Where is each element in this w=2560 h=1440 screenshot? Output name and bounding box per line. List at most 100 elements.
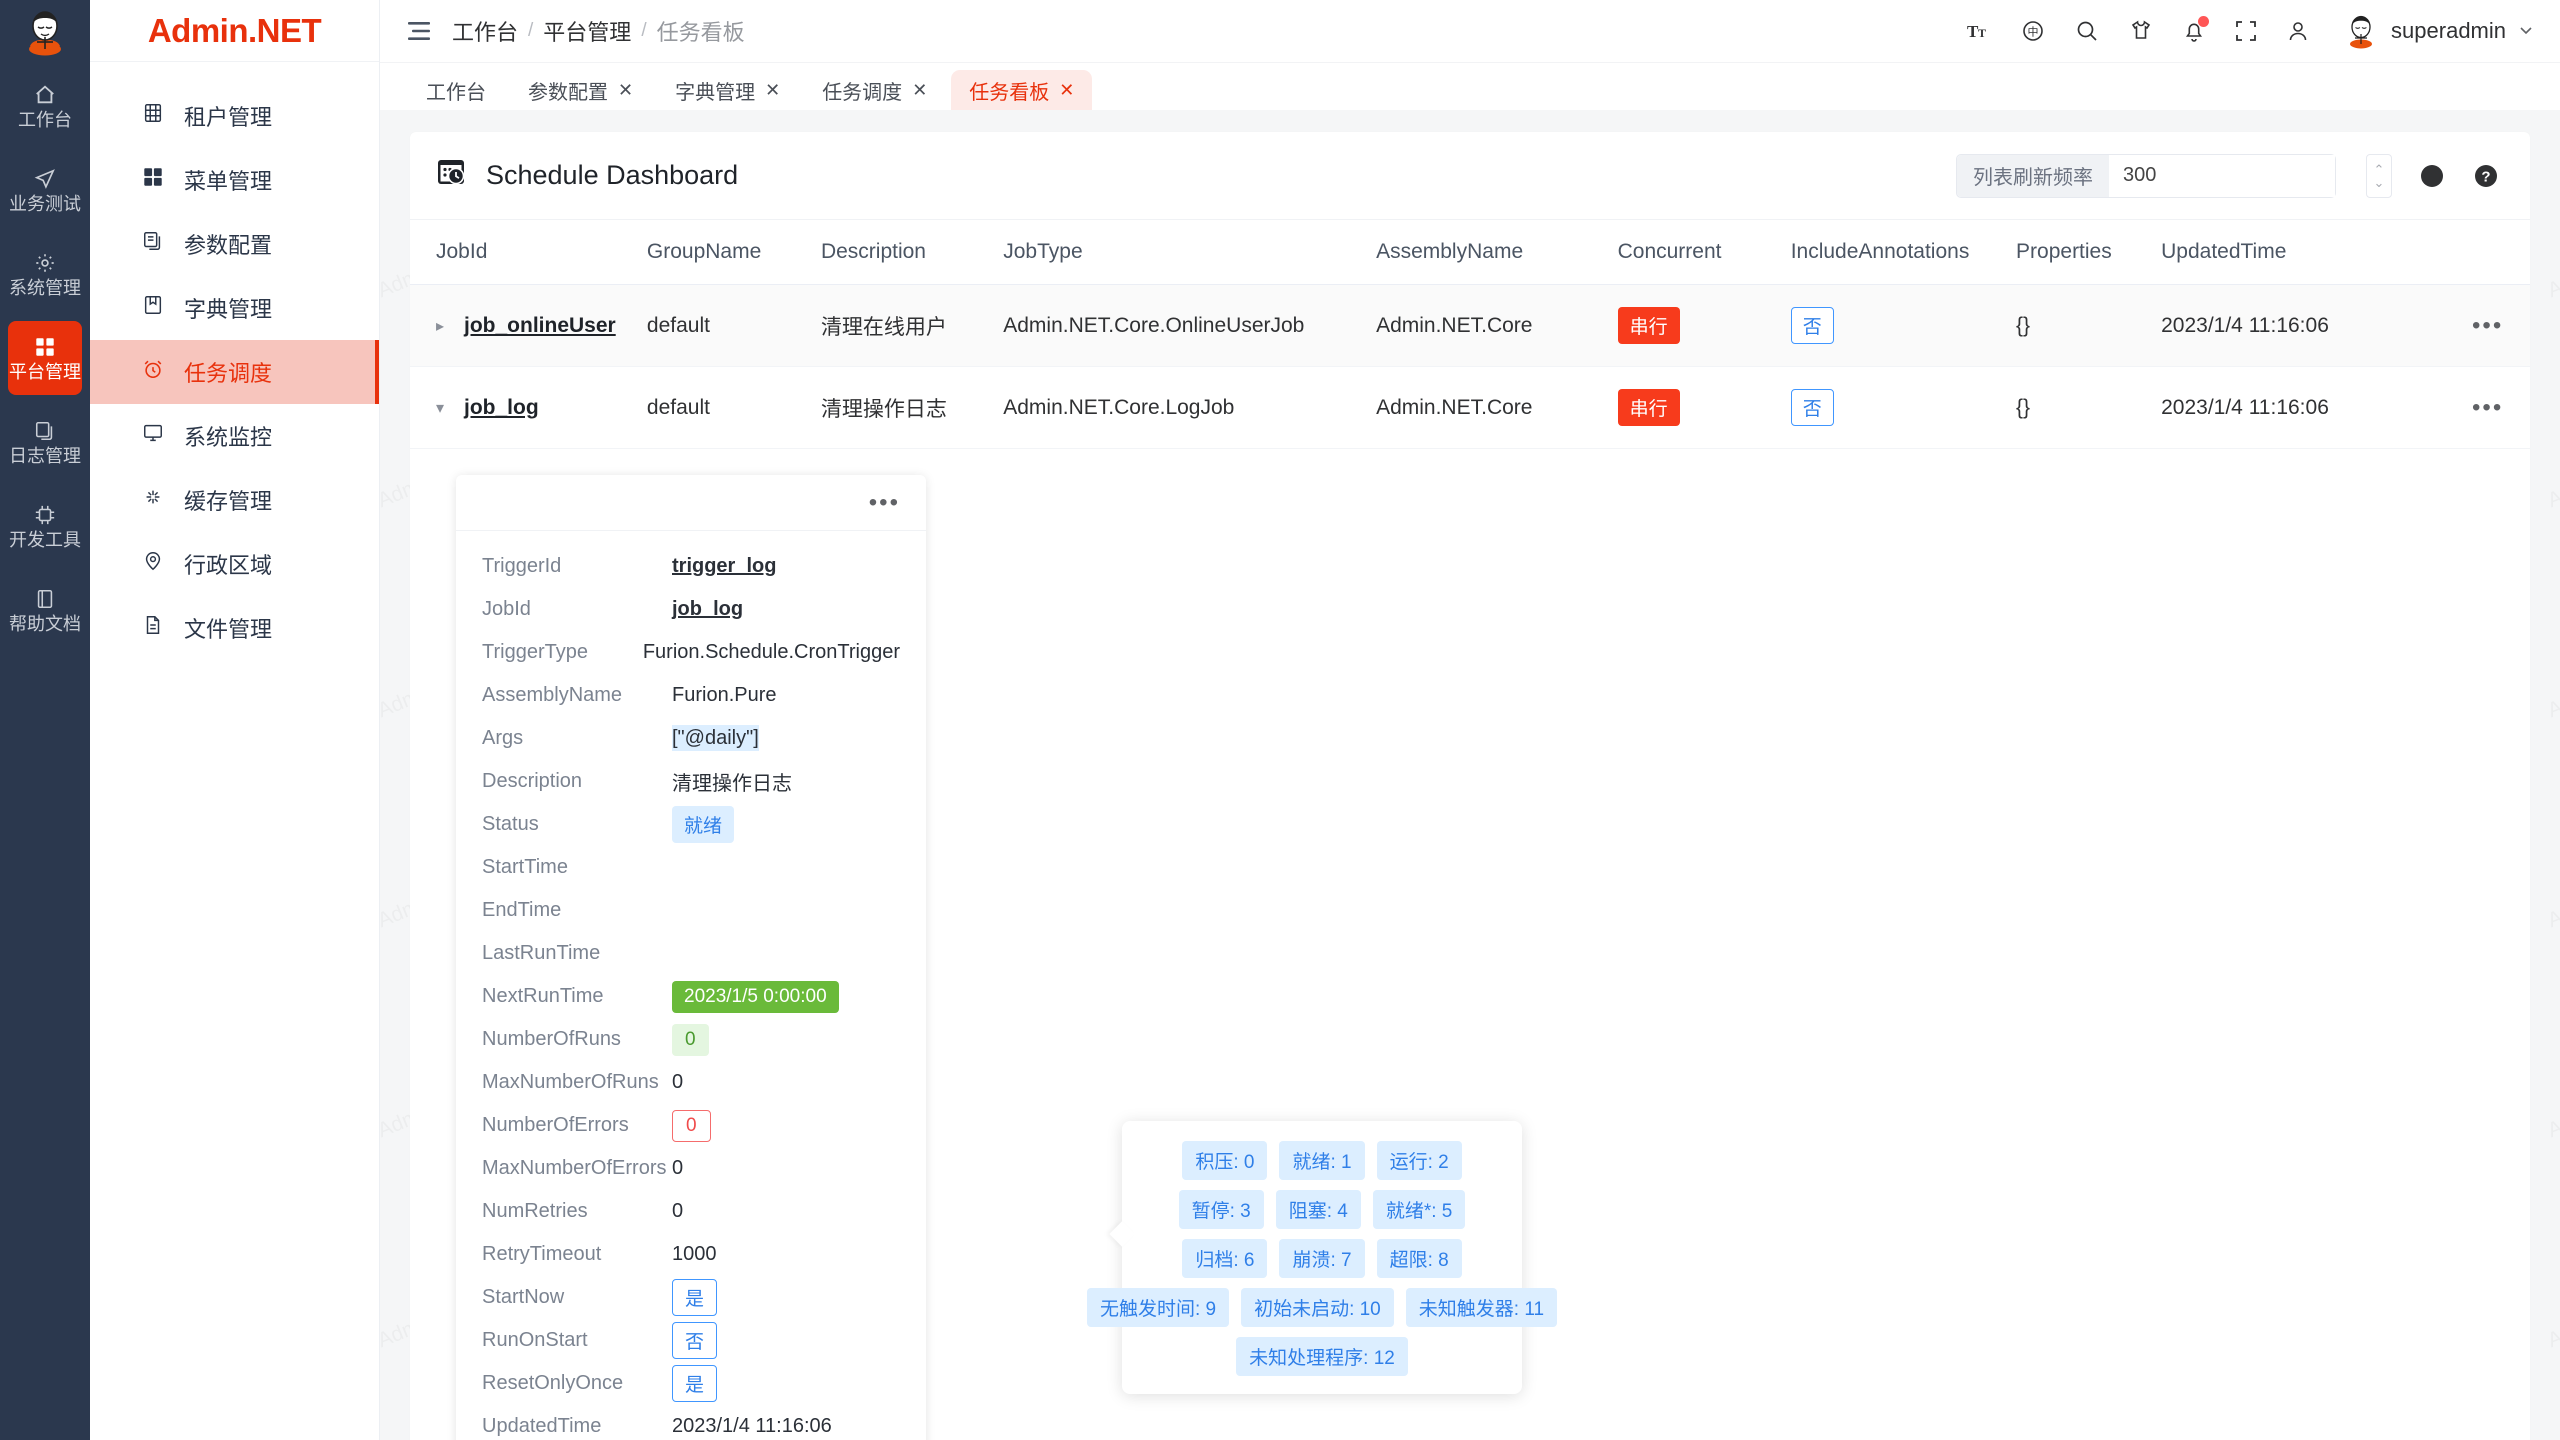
panel-header: Schedule Dashboard 列表刷新频率 300 ⌃ ⌄ <box>410 132 2530 220</box>
cell-description: 清理操作日志 <box>820 366 1004 449</box>
user-menu[interactable]: superadmin <box>2343 13 2534 49</box>
tab-workbench[interactable]: 工作台 <box>408 70 504 110</box>
language-icon[interactable]: 中 <box>2021 19 2045 43</box>
dashboard-panel: Schedule Dashboard 列表刷新频率 300 ⌃ ⌄ <box>410 132 2530 1440</box>
sidebar-item-file[interactable]: 文件管理 <box>90 596 379 660</box>
rail-item-label: 日志管理 <box>9 445 81 466</box>
theme-shirt-icon[interactable] <box>2129 19 2153 43</box>
tab-config[interactable]: 参数配置 ✕ <box>510 70 651 110</box>
column-header-properties[interactable]: Properties <box>2016 220 2162 285</box>
column-header-assembly[interactable]: AssemblyName <box>1376 220 1618 285</box>
detail-row: MaxNumberOfRuns 0 <box>456 1061 926 1104</box>
tab-dashboard[interactable]: 任务看板 ✕ <box>951 70 1093 110</box>
sidebar-item-dictionary[interactable]: 字典管理 <box>90 276 379 340</box>
table-row[interactable]: ▸ job_onlineUser default 清理在线用户 Admin.NE… <box>410 284 2530 367</box>
legend-tag: 未知触发器: 11 <box>1405 1288 1558 1327</box>
close-icon[interactable]: ✕ <box>765 80 781 100</box>
close-icon[interactable]: ✕ <box>618 80 634 100</box>
row-menu-icon[interactable]: ••• <box>2472 393 2504 421</box>
stepper-down-icon[interactable]: ⌄ <box>2373 174 2385 190</box>
detail-field-list: TriggerId trigger_log JobId job_log TriggerT… <box>456 531 926 1440</box>
detail-value-badge: 是 <box>672 1365 718 1402</box>
detail-field-value: 清理操作日志 <box>672 773 792 795</box>
fullscreen-icon[interactable] <box>2235 20 2257 42</box>
legend-tag: 崩溃: 7 <box>1279 1239 1365 1278</box>
hamburger-icon[interactable] <box>408 22 430 40</box>
breadcrumb-separator: / <box>641 20 647 41</box>
refresh-frequency-input[interactable]: 列表刷新频率 300 <box>1956 153 2336 198</box>
watermark-text: Admin.NET <box>2544 451 2560 513</box>
rail-item-business-test[interactable]: 业务测试 <box>8 153 82 227</box>
question-icon[interactable]: ? <box>2472 162 2500 190</box>
sidebar-item-monitor[interactable]: 系统监控 <box>90 404 379 468</box>
column-header-annotations[interactable]: IncludeAnnotations <box>1790 220 2017 285</box>
job-id-link[interactable]: job_log <box>464 395 539 419</box>
rail-item-platform-management[interactable]: 平台管理 <box>8 321 82 395</box>
table-header: JobId GroupName Description JobType Asse… <box>410 220 2530 285</box>
rail-item-log-management[interactable]: 日志管理 <box>8 405 82 479</box>
rail-item-dev-tools[interactable]: 开发工具 <box>8 489 82 563</box>
table-row[interactable]: ▾ job_log default 清理操作日志 Admin.NET.Core.… <box>410 366 2530 449</box>
detail-field-value[interactable]: job_log <box>672 598 744 620</box>
detail-menu-icon[interactable]: ••• <box>868 488 900 516</box>
detail-row: ResetOnlyOnce 是 <box>456 1362 926 1405</box>
detail-field-value: Furion.Pure <box>672 684 777 706</box>
sidebar-item-label: 系统监控 <box>184 425 273 450</box>
cache-icon <box>142 486 164 514</box>
moon-icon[interactable] <box>2418 162 2446 190</box>
rail-item-system-management[interactable]: 系统管理 <box>8 237 82 311</box>
cell-concurrent: 串行 <box>1617 366 1791 449</box>
legend-tag: 未知处理程序: 12 <box>1236 1337 1408 1376</box>
column-header-jobid[interactable]: JobId <box>410 220 647 285</box>
bell-icon[interactable] <box>2183 16 2210 43</box>
brand-logo: Admin.NET <box>90 0 379 62</box>
rail-item-help-docs[interactable]: 帮助文档 <box>8 573 82 647</box>
sidebar-item-config[interactable]: 参数配置 <box>90 212 379 276</box>
detail-field-value[interactable]: trigger_log <box>672 555 777 577</box>
status-badge: 串行 <box>1617 389 1680 426</box>
detail-row: StartNow 是 <box>456 1276 926 1319</box>
detail-field-label: MaxNumberOfErrors <box>482 1157 667 1179</box>
column-header-groupname[interactable]: GroupName <box>646 220 821 285</box>
detail-field-label: AssemblyName <box>482 684 623 706</box>
expand-caret-icon[interactable]: ▾ <box>436 399 445 417</box>
close-icon[interactable]: ✕ <box>1059 80 1075 100</box>
chevron-down-icon <box>2518 18 2534 44</box>
detail-row: NumRetries 0 <box>456 1190 926 1233</box>
row-menu-icon[interactable]: ••• <box>2472 311 2504 339</box>
sidebar-item-cache[interactable]: 缓存管理 <box>90 468 379 532</box>
sidebar-item-label: 菜单管理 <box>184 169 273 194</box>
detail-field-label: RetryTimeout <box>482 1243 602 1265</box>
refresh-frequency-value[interactable]: 300 <box>2109 154 2335 197</box>
column-header-jobtype[interactable]: JobType <box>1003 220 1377 285</box>
sidebar-item-schedule[interactable]: 任务调度 <box>90 340 379 404</box>
user-icon[interactable] <box>2287 20 2309 42</box>
breadcrumb-item[interactable]: 平台管理 <box>543 20 632 45</box>
column-header-description[interactable]: Description <box>820 220 1004 285</box>
close-icon[interactable]: ✕ <box>912 80 928 100</box>
detail-field-label: ResetOnlyOnce <box>482 1372 624 1394</box>
sidebar-item-region[interactable]: 行政区域 <box>90 532 379 596</box>
rail-item-label: 平台管理 <box>9 361 81 382</box>
column-header-updatedtime[interactable]: UpdatedTime <box>2161 220 2446 285</box>
number-stepper[interactable]: ⌃ ⌄ <box>2366 153 2392 198</box>
tab-dictionary[interactable]: 字典管理 ✕ <box>657 70 798 110</box>
detail-field-value: 1000 <box>672 1243 717 1265</box>
column-header-concurrent[interactable]: Concurrent <box>1617 220 1791 285</box>
sidebar-item-menu[interactable]: 菜单管理 <box>90 148 379 212</box>
stepper-up-icon[interactable]: ⌃ <box>2373 161 2385 177</box>
detail-row: RunOnStart 否 <box>456 1319 926 1362</box>
search-icon[interactable] <box>2075 19 2099 43</box>
detail-row: TriggerId trigger_log <box>456 545 926 588</box>
rail-item-workbench[interactable]: 工作台 <box>8 69 82 143</box>
tab-schedule[interactable]: 任务调度 ✕ <box>804 70 945 110</box>
detail-field-value: 0 <box>672 1071 684 1093</box>
cell-annotations: 否 <box>1790 284 2017 367</box>
sidebar-item-tenant[interactable]: 租户管理 <box>90 84 379 148</box>
job-id-link[interactable]: job_onlineUser <box>464 313 616 337</box>
tab-label: 字典管理 <box>675 81 756 104</box>
breadcrumb-item[interactable]: 工作台 <box>452 20 519 45</box>
detail-field-label: LastRunTime <box>482 942 601 964</box>
expand-caret-icon[interactable]: ▸ <box>436 317 445 335</box>
